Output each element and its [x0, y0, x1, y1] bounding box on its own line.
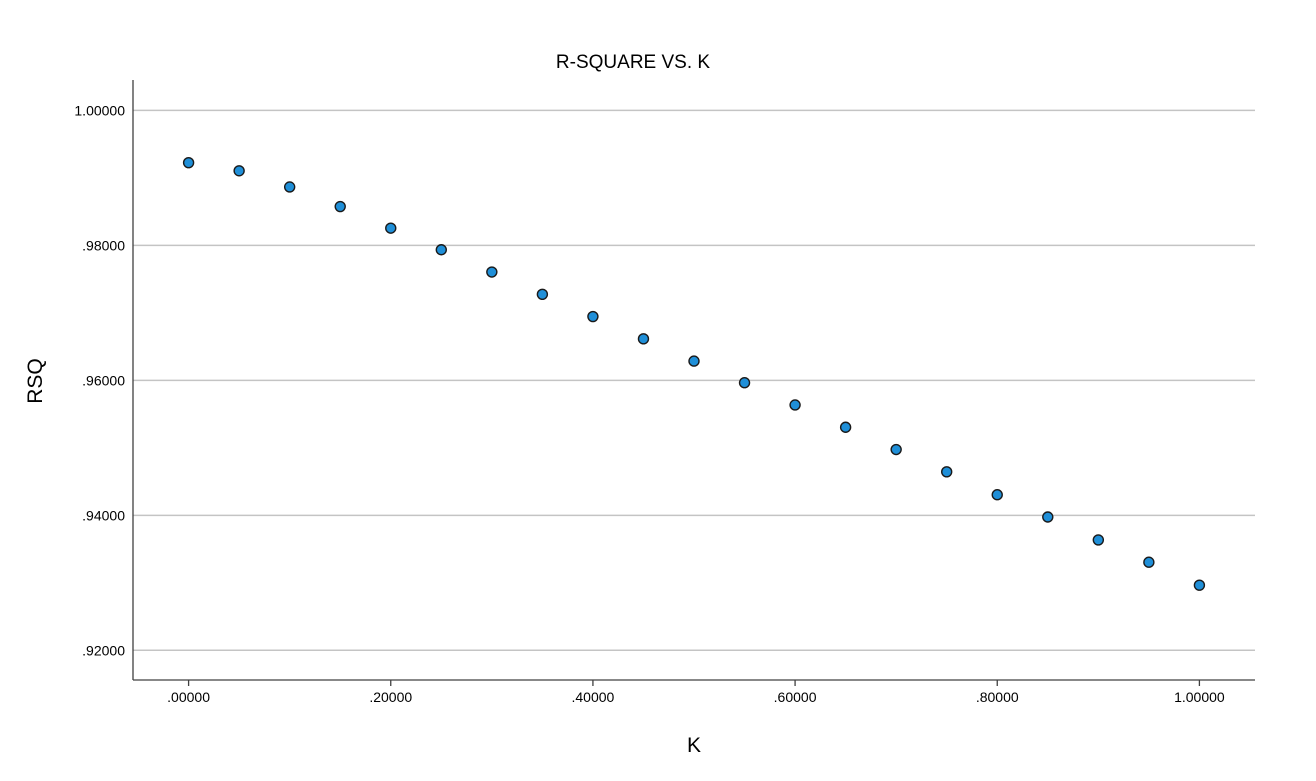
data-point [1042, 511, 1054, 523]
y-tick-label: 1.00000 [74, 102, 125, 118]
y-tick-label: .98000 [82, 237, 125, 253]
y-axis-label: RSQ [24, 358, 47, 404]
data-point [486, 266, 498, 278]
data-point [789, 399, 801, 411]
data-point [1092, 534, 1105, 546]
gridlines [133, 109, 1255, 652]
data-point [385, 222, 397, 234]
tick-labels: .92000 .94000 .96000 .98000 1.00000 .00000 .20… [74, 102, 1225, 705]
data-point [283, 181, 296, 193]
data-point [536, 288, 549, 300]
axes [132, 80, 1255, 686]
x-tick-label: .40000 [572, 689, 615, 705]
data-points [182, 156, 1206, 591]
x-axis-label: K [687, 734, 701, 757]
data-point [637, 333, 650, 345]
y-tick-label: .92000 [82, 642, 125, 658]
data-point [941, 466, 953, 478]
data-point [334, 200, 346, 213]
x-tick-label: 1.00000 [1174, 689, 1225, 705]
data-point [1193, 579, 1206, 591]
data-point [435, 244, 447, 256]
data-point [991, 489, 1003, 501]
data-point [839, 421, 852, 433]
x-tick-label: .20000 [369, 689, 412, 705]
x-tick-label: .60000 [774, 689, 817, 705]
y-tick-label: .96000 [82, 372, 125, 388]
data-point [738, 376, 751, 389]
data-point [688, 355, 700, 367]
data-point [890, 443, 902, 456]
data-point [233, 165, 245, 177]
data-point [1143, 556, 1155, 568]
x-tick-label: .00000 [167, 689, 210, 705]
y-tick-label: .94000 [82, 507, 125, 523]
chart-title: R-SQUARE VS. K [556, 52, 710, 73]
data-point [182, 156, 195, 169]
x-tick-label: .80000 [976, 689, 1019, 705]
data-point [587, 310, 599, 323]
